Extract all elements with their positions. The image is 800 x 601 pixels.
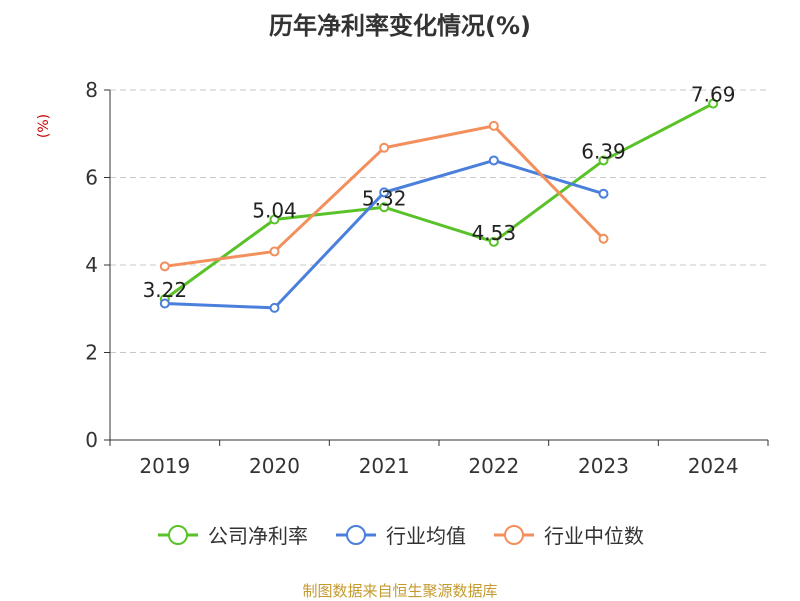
- legend-item[interactable]: 行业中位数: [492, 520, 644, 549]
- series-layer: [159, 98, 719, 313]
- data-point: [598, 188, 609, 199]
- data-label: 5.32: [362, 186, 407, 210]
- data-point: [379, 202, 390, 213]
- y-tick-label: 8: [85, 78, 98, 102]
- series-line: [164, 158, 604, 310]
- source-text: 制图数据来自恒生聚源数据库: [302, 582, 498, 600]
- data-point: [488, 155, 499, 166]
- data-point: [598, 233, 609, 244]
- legend-swatch: [336, 524, 376, 545]
- y-tick-label: 4: [85, 253, 98, 277]
- series-line: [163, 102, 714, 301]
- data-point: [269, 214, 280, 225]
- legend-label: 行业中位数: [544, 524, 644, 548]
- y-tick-label: 2: [85, 341, 98, 365]
- y-tick-label: 0: [85, 428, 98, 452]
- x-tick-label: 2024: [688, 454, 739, 478]
- legend-label: 行业均值: [386, 524, 466, 548]
- data-point: [269, 302, 280, 313]
- data-point: [159, 261, 170, 272]
- data-point: [269, 246, 280, 257]
- data-point: [488, 120, 499, 131]
- data-label: 5.04: [252, 199, 297, 223]
- x-tick-label: 2023: [578, 454, 629, 478]
- grid-layer: [110, 89, 768, 353]
- x-tick-label: 2019: [139, 454, 190, 478]
- data-point: [379, 187, 390, 198]
- legend: 公司净利率 行业均值 行业中位数: [0, 520, 800, 549]
- x-tick-label: 2020: [249, 454, 300, 478]
- data-point: [159, 298, 170, 309]
- legend-item[interactable]: 行业均值: [334, 520, 466, 549]
- axis-layer: 0 2 4 6 8 2019 2020 2021 2022 2023 2024: [85, 78, 769, 478]
- data-label: 3.22: [143, 278, 188, 302]
- data-label: 7.69: [691, 83, 736, 107]
- legend-item[interactable]: 公司净利率: [156, 520, 308, 549]
- data-point: [598, 155, 609, 166]
- data-label: 4.53: [472, 221, 517, 245]
- data-point: [708, 98, 719, 109]
- y-axis-label: (%): [36, 114, 52, 138]
- legend-label: 公司净利率: [208, 524, 308, 548]
- data-point: [488, 236, 499, 247]
- data-point: [379, 142, 390, 153]
- y-tick-label: 6: [85, 166, 98, 190]
- data-label: 6.39: [581, 139, 626, 163]
- chart-title: 历年净利率变化情况(%): [269, 12, 531, 40]
- label-layer: 3.22 5.04 5.32 4.53 6.39 7.69: [143, 83, 736, 303]
- x-tick-label: 2021: [359, 454, 410, 478]
- x-tick-label: 2022: [468, 454, 519, 478]
- legend-swatch: [494, 524, 534, 545]
- legend-swatch: [158, 524, 198, 545]
